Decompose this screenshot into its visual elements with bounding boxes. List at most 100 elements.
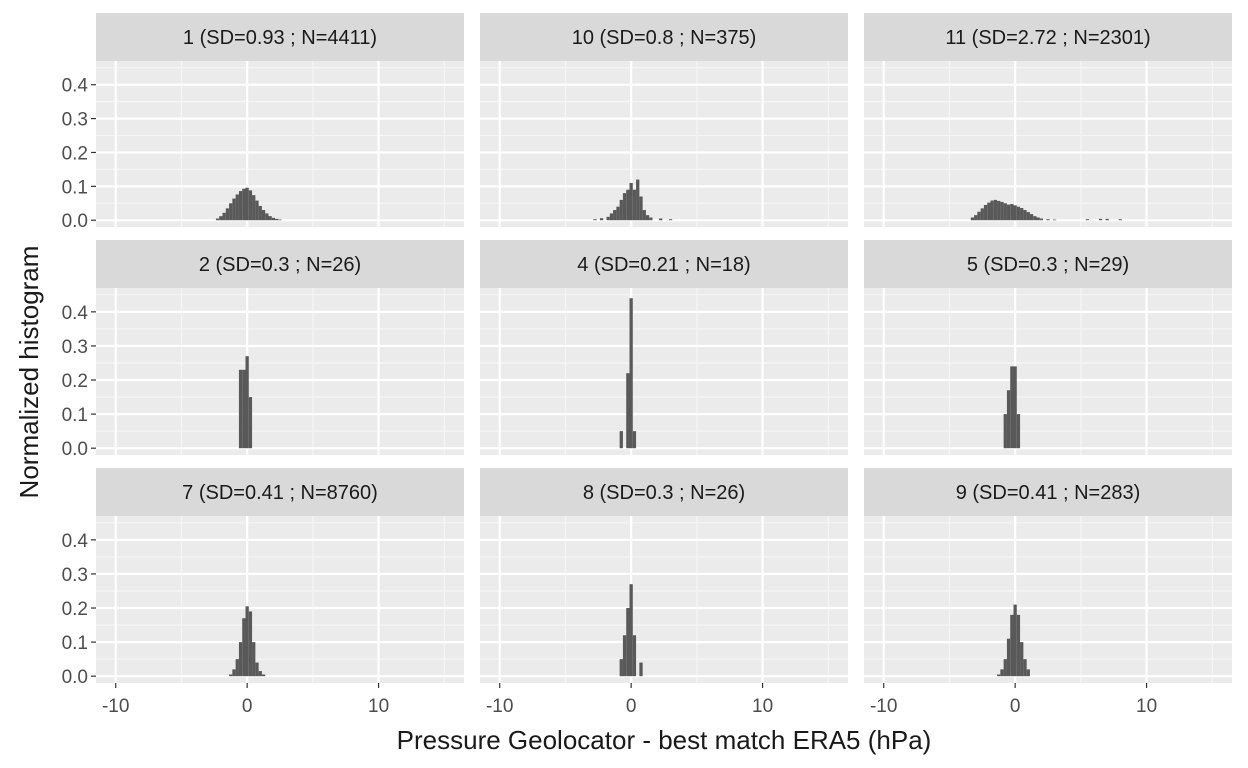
facet-panel: 1 (SD=0.93 ; N=4411) bbox=[96, 13, 464, 227]
x-tick-label: 10 bbox=[752, 696, 773, 717]
y-tick-label: 0.4 bbox=[62, 531, 89, 552]
facet-strip bbox=[480, 240, 848, 288]
histogram-bar bbox=[632, 635, 637, 677]
histogram-bar bbox=[626, 189, 630, 221]
facet-panel: 9 (SD=0.41 ; N=283) bbox=[864, 468, 1232, 683]
histogram-bar bbox=[248, 397, 253, 449]
histogram-bar bbox=[1000, 669, 1004, 677]
facet-strip bbox=[864, 468, 1232, 516]
histogram-bar bbox=[1013, 205, 1017, 221]
histogram-bar bbox=[1013, 604, 1017, 677]
histogram-bar bbox=[1046, 219, 1050, 221]
y-axes: 0.0 0.1 0.2 0.3 0.4 0.0 0.1 0.2 0.3 0.4 0.0 0.1 0.2 0… bbox=[62, 76, 96, 688]
histogram-bar bbox=[616, 206, 620, 221]
histogram-bar bbox=[613, 210, 617, 221]
histogram-bar bbox=[242, 369, 246, 449]
histogram-bar bbox=[1036, 217, 1040, 221]
histogram-bar bbox=[619, 431, 623, 449]
histogram-bar bbox=[242, 618, 246, 677]
histogram-bar bbox=[632, 431, 637, 449]
histogram-bar bbox=[1000, 201, 1004, 221]
panel-background bbox=[480, 61, 848, 227]
y-tick-label: 0.2 bbox=[62, 371, 88, 392]
histogram-bar bbox=[997, 674, 1001, 677]
histogram-bar bbox=[1118, 219, 1122, 221]
histogram-bar bbox=[248, 611, 253, 677]
histogram-bar bbox=[980, 208, 984, 221]
facet-strip-label: 4 (SD=0.21 ; N=18) bbox=[577, 254, 750, 276]
facet-strip-label: 11 (SD=2.72 ; N=2301) bbox=[945, 27, 1150, 49]
histogram-bar bbox=[609, 213, 614, 221]
y-tick-label: 0.3 bbox=[62, 337, 88, 358]
histogram-bar bbox=[622, 635, 627, 677]
y-tick-label: 0.0 bbox=[62, 667, 88, 688]
histogram-bar bbox=[629, 182, 633, 221]
histogram-bar bbox=[636, 179, 640, 221]
histogram-bar bbox=[626, 608, 630, 677]
y-axis-title: Normalized histogram bbox=[14, 246, 44, 499]
y-tick-label: 0.0 bbox=[62, 211, 88, 232]
histogram-bar bbox=[1039, 218, 1044, 221]
histogram-bar bbox=[1029, 214, 1034, 221]
histogram-bar bbox=[225, 208, 230, 221]
histogram-bar bbox=[970, 217, 975, 221]
facet-strip bbox=[480, 13, 848, 61]
histogram-bar bbox=[1006, 390, 1011, 449]
histogram-bar bbox=[275, 218, 279, 221]
facet-panel: 8 (SD=0.3 ; N=26) bbox=[480, 468, 848, 683]
histogram-bar bbox=[235, 194, 239, 221]
histogram-bar bbox=[639, 662, 643, 677]
histogram-bar bbox=[626, 373, 630, 449]
panel-background bbox=[864, 288, 1232, 455]
histogram-bar bbox=[977, 211, 981, 221]
histogram-bar bbox=[1013, 366, 1017, 449]
facet-panel: 2 (SD=0.3 ; N=26) bbox=[96, 240, 464, 455]
facet-panel: 5 (SD=0.3 ; N=29) bbox=[864, 240, 1232, 455]
panel-background bbox=[96, 516, 464, 683]
histogram-bar bbox=[659, 218, 663, 221]
facet-strip-label: 8 (SD=0.3 ; N=26) bbox=[583, 482, 745, 504]
histogram-bar bbox=[974, 215, 978, 221]
histogram-bar bbox=[238, 369, 243, 449]
panel-background bbox=[480, 288, 848, 455]
y-tick-label: 0.1 bbox=[62, 633, 88, 654]
histogram-bar bbox=[1003, 203, 1007, 221]
x-tick-label: 10 bbox=[368, 696, 389, 717]
histogram-bar bbox=[629, 298, 633, 449]
histogram-bar bbox=[255, 200, 259, 221]
histogram-bar bbox=[645, 215, 650, 221]
histogram-bar bbox=[997, 200, 1001, 221]
histogram-bar bbox=[242, 188, 246, 221]
histogram-bar bbox=[1003, 414, 1007, 449]
histogram-bar bbox=[271, 217, 276, 221]
x-axis-title: Pressure Geolocator - best match ERA5 (h… bbox=[397, 725, 932, 755]
histogram-bar bbox=[278, 219, 282, 221]
histogram-bar bbox=[983, 204, 988, 221]
histogram-bar bbox=[619, 199, 623, 221]
panel-background bbox=[480, 516, 848, 683]
histogram-bar bbox=[649, 217, 653, 221]
histogram-bar bbox=[1023, 659, 1027, 677]
histogram-bar bbox=[261, 210, 266, 221]
histogram-bar bbox=[1033, 216, 1037, 221]
x-tick-label: -10 bbox=[870, 696, 897, 717]
y-tick-label: 0.2 bbox=[62, 599, 88, 620]
histogram-bar bbox=[265, 213, 269, 221]
histogram-bar bbox=[1026, 212, 1030, 221]
histogram-bar bbox=[622, 193, 627, 221]
histogram-bar bbox=[252, 642, 256, 677]
histogram-bar bbox=[245, 356, 249, 449]
x-tick-label: 0 bbox=[626, 696, 637, 717]
facet-strip-label: 5 (SD=0.3 ; N=29) bbox=[967, 254, 1129, 276]
histogram-bar bbox=[258, 671, 262, 677]
histogram-bar bbox=[599, 218, 604, 221]
histogram-bar bbox=[1023, 210, 1027, 221]
panel-background bbox=[864, 61, 1232, 227]
facet-panel: 4 (SD=0.21 ; N=18) bbox=[480, 240, 848, 455]
facet-strip bbox=[480, 468, 848, 516]
histogram-bar bbox=[229, 674, 233, 677]
histogram-bar bbox=[1020, 208, 1024, 221]
histogram-bar bbox=[1006, 204, 1011, 221]
facet-panels: 1 (SD=0.93 ; N=4411) 10 (SD=0.8 ; N=375) 1… bbox=[96, 13, 1232, 683]
histogram-bar bbox=[987, 202, 991, 221]
